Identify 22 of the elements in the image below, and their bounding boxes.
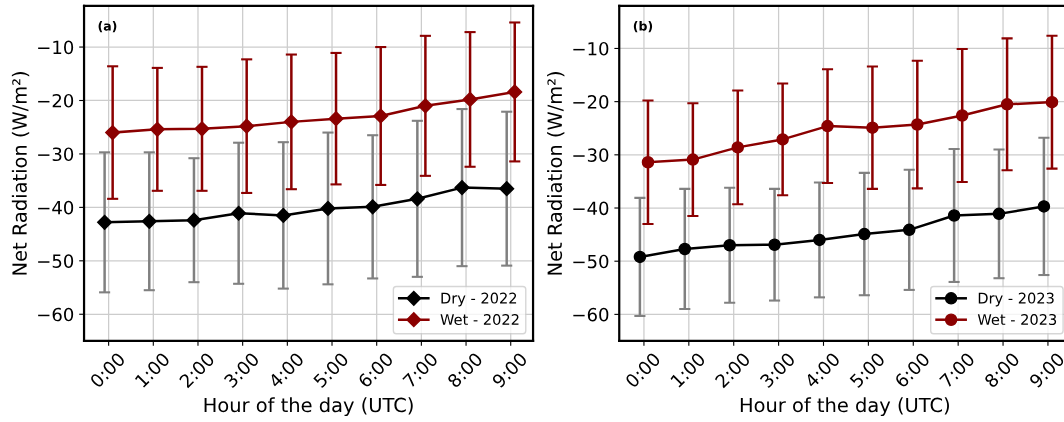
annotation: (a) <box>98 21 117 33</box>
annotation: (b) <box>633 20 653 33</box>
y-tick-label: −20 <box>573 95 609 109</box>
y-tick-label: −40 <box>573 201 609 216</box>
legend-label: Dry - 2023 <box>978 292 1054 307</box>
y-tick-label: −60 <box>573 307 609 322</box>
x-axis-title: Hour of the day (UTC) <box>204 397 413 417</box>
y-axis-title: Net Radiation (W/m²) <box>547 72 565 275</box>
y-tick-label: −50 <box>573 254 609 269</box>
y-tick-label: −40 <box>38 200 74 215</box>
legend-label: Wet - 2023 <box>977 313 1057 326</box>
legend-label: Wet - 2022 <box>440 313 519 326</box>
legend-label: Dry - 2022 <box>441 292 517 307</box>
y-tick-label: −30 <box>38 147 74 162</box>
y-tick-label: −10 <box>573 41 609 56</box>
y-tick-label: −30 <box>573 148 609 162</box>
y-axis-title: Net Radiation (W/m²) <box>11 72 30 275</box>
y-tick-label: −10 <box>38 40 74 55</box>
y-tick-label: −60 <box>38 307 74 322</box>
y-tick-label: −20 <box>38 93 74 108</box>
y-tick-label: −50 <box>38 254 74 268</box>
x-axis-title: Hour of the day (UTC) <box>740 397 949 417</box>
